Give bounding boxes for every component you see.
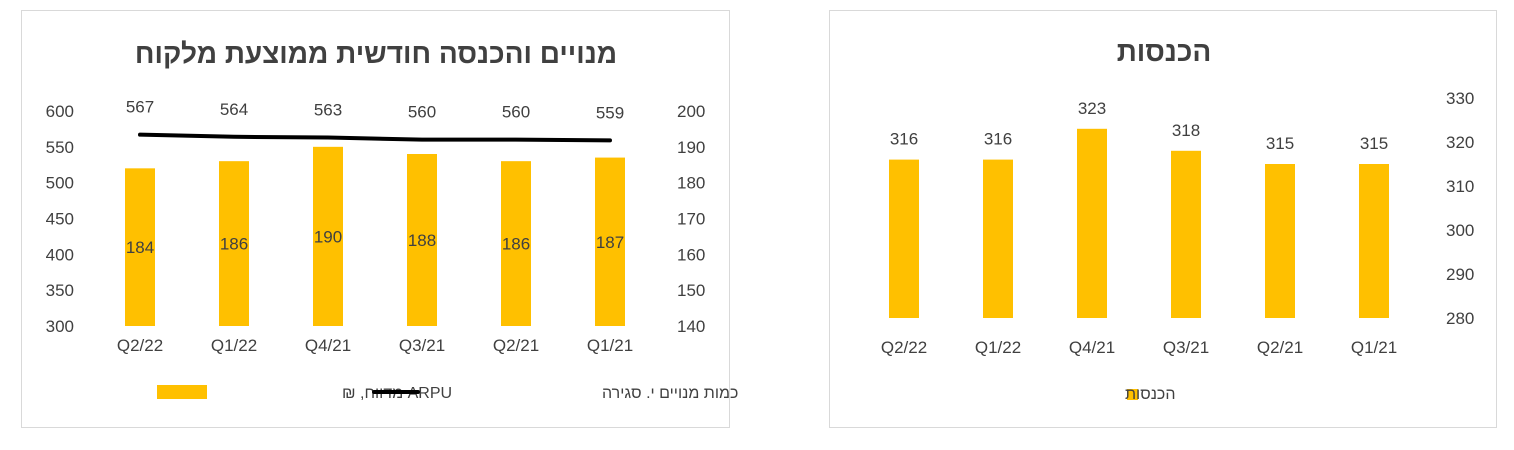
left-axis-tick-label: 350 (46, 281, 74, 300)
subscribers-arpu-chart-panel: מנויים והכנסה חודשית ממוצעת מלקוח 600 550… (21, 10, 739, 428)
revenue-bar (983, 159, 1013, 318)
subscribers-data-label: 560 (408, 103, 436, 122)
category-label: Q2/22 (117, 336, 163, 355)
legend-swatch-revenue (1127, 389, 1138, 400)
left-axis-tick-label: 450 (46, 210, 74, 229)
right-axis-tick-label: 170 (677, 210, 705, 229)
revenue-data-label: 316 (890, 130, 918, 149)
revenue-data-label: 316 (984, 130, 1012, 149)
left-axis-tick-label: 300 (46, 317, 74, 336)
chart-title: הכנסות (1117, 36, 1212, 67)
category-label: Q2/22 (881, 338, 927, 357)
arpu-data-label: 190 (314, 227, 342, 246)
right-axis-tick-label: 330 (1446, 89, 1474, 108)
category-label: Q2/21 (1257, 338, 1303, 357)
revenue-chart-panel: הכנסות 330 320 310 300 290 280 316 316 323 318 31… (829, 10, 1497, 428)
arpu-data-label: 188 (408, 231, 436, 250)
arpu-bar (219, 161, 249, 326)
left-axis-tick-label: 400 (46, 245, 74, 264)
right-axis-tick-label: 320 (1446, 133, 1474, 152)
revenue-bar (1265, 164, 1295, 318)
subscribers-data-label: 564 (220, 100, 248, 119)
arpu-data-label: 184 (126, 238, 154, 257)
revenue-bar (1077, 128, 1107, 318)
arpu-bar (501, 161, 531, 326)
revenue-data-label: 315 (1266, 134, 1294, 153)
category-label: Q3/21 (1163, 338, 1209, 357)
subscribers-data-label: 563 (314, 101, 342, 120)
chart-legend: ARPU מדווח, ₪ כמות מנויים י. סגירה (157, 385, 738, 402)
right-axis-tick-label: 290 (1446, 265, 1474, 284)
category-label: Q4/21 (1069, 338, 1115, 357)
right-axis-tick-label: 310 (1446, 177, 1474, 196)
arpu-data-label: 186 (220, 235, 248, 254)
left-axis-tick-label: 500 (46, 174, 74, 193)
arpu-bar (125, 168, 155, 326)
arpu-bar (595, 157, 625, 326)
right-axis-tick-label: 140 (677, 317, 705, 336)
left-axis-tick-label: 550 (46, 138, 74, 157)
right-axis-tick-label: 160 (677, 245, 705, 264)
right-axis-tick-label: 190 (677, 138, 705, 157)
category-label: Q4/21 (305, 336, 351, 355)
right-axis-tick-label: 200 (677, 102, 705, 121)
revenue-data-label: 323 (1078, 99, 1106, 118)
subscribers-data-label: 559 (596, 103, 624, 122)
category-label: Q1/22 (975, 338, 1021, 357)
legend-label-revenue: הכנסות (1125, 386, 1175, 403)
category-label: Q1/22 (211, 336, 257, 355)
arpu-bar (407, 154, 437, 326)
category-label: Q1/21 (587, 336, 633, 355)
chart-legend: הכנסות (1125, 386, 1175, 403)
revenue-bar (1359, 164, 1389, 318)
revenue-data-label: 315 (1360, 134, 1388, 153)
revenue-bar (889, 159, 919, 318)
right-axis-tick-label: 300 (1446, 221, 1474, 240)
category-label: Q1/21 (1351, 338, 1397, 357)
category-label: Q2/21 (493, 336, 539, 355)
revenue-chart: הכנסות 330 320 310 300 290 280 316 316 323 318 31… (881, 36, 1475, 403)
arpu-bar (313, 146, 343, 326)
arpu-data-label: 187 (596, 233, 624, 252)
revenue-bar (1171, 150, 1201, 318)
subscribers-line (138, 132, 612, 143)
subscribers-data-label: 567 (126, 98, 154, 117)
chart-title: מנויים והכנסה חודשית ממוצעת מלקוח (135, 38, 617, 69)
right-axis-tick-label: 180 (677, 174, 705, 193)
right-axis-tick-label: 150 (677, 281, 705, 300)
revenue-data-label: 318 (1172, 121, 1200, 140)
legend-swatch-arpu (157, 385, 207, 399)
left-axis-tick-label: 600 (46, 102, 74, 121)
subscribers-arpu-chart: מנויים והכנסה חודשית ממוצעת מלקוח 600 550… (46, 38, 739, 402)
arpu-data-label: 186 (502, 235, 530, 254)
subscribers-data-label: 560 (502, 103, 530, 122)
category-label: Q3/21 (399, 336, 445, 355)
right-axis-tick-label: 280 (1446, 309, 1474, 328)
legend-label-subscribers: כמות מנויים י. סגירה (602, 385, 738, 402)
